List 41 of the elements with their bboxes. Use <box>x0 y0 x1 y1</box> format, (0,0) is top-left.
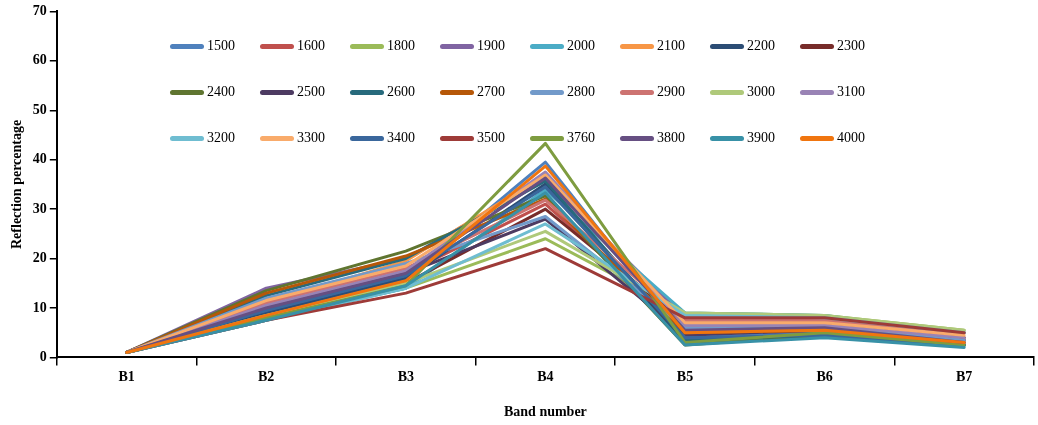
legend-label: 4000 <box>837 130 865 146</box>
legend-label: 2100 <box>657 38 685 54</box>
legend-label: 2900 <box>657 84 685 100</box>
x-axis-title: Band number <box>503 404 587 420</box>
legend-label: 3000 <box>747 84 775 100</box>
y-tick-label: 70 <box>32 3 47 19</box>
legend-label: 2500 <box>297 84 325 100</box>
y-tick-label: 40 <box>32 151 47 167</box>
x-tick-label: B1 <box>118 369 135 385</box>
y-axis-title: Reflection percentage <box>9 119 25 249</box>
legend-label: 2300 <box>837 38 865 54</box>
legend-label: 3300 <box>297 130 325 146</box>
x-tick-label: B6 <box>816 369 833 385</box>
legend-label: 3500 <box>477 130 505 146</box>
legend-label: 3100 <box>837 84 865 100</box>
x-tick-label: B3 <box>397 369 414 385</box>
legend-label: 1900 <box>477 38 505 54</box>
x-tick-label: B2 <box>258 369 275 385</box>
legend-label: 2600 <box>387 84 415 100</box>
legend-label: 2200 <box>747 38 775 54</box>
legend-label: 3800 <box>657 130 685 146</box>
legend-label: 3760 <box>567 130 595 146</box>
y-tick-label: 0 <box>39 349 47 365</box>
y-tick-label: 50 <box>32 101 47 117</box>
legend-label: 3900 <box>747 130 775 146</box>
y-tick-label: 60 <box>32 52 47 68</box>
legend-label: 2700 <box>477 84 505 100</box>
legend-label: 2400 <box>207 84 235 100</box>
legend-label: 3200 <box>207 130 235 146</box>
legend-label: 1500 <box>207 38 235 54</box>
legend-label: 2000 <box>567 38 595 54</box>
legend-label: 1600 <box>297 38 325 54</box>
x-tick-label: B4 <box>537 369 554 385</box>
legend-label: 3400 <box>387 130 415 146</box>
x-tick-label: B5 <box>676 369 694 385</box>
y-tick-label: 10 <box>32 299 47 315</box>
x-tick-label: B7 <box>956 369 973 385</box>
y-tick-label: 20 <box>32 250 47 266</box>
y-tick-label: 30 <box>32 200 47 216</box>
legend-label: 2800 <box>567 84 595 100</box>
legend-label: 1800 <box>387 38 415 54</box>
